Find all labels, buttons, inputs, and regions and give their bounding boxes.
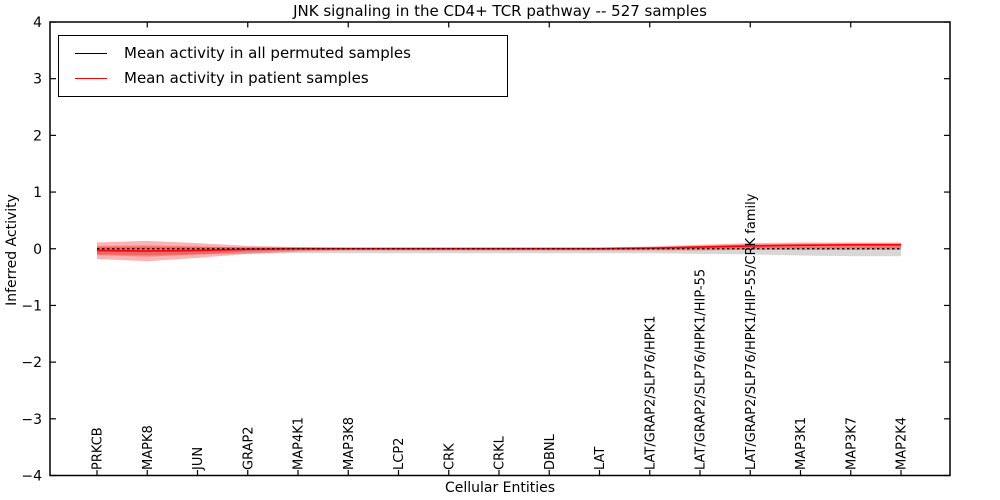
- y-tick-label: −1: [21, 298, 42, 314]
- x-tick-label: LAT: [593, 447, 608, 470]
- y-tick-label: 0: [33, 242, 42, 258]
- x-tick-label: GRAP2: [241, 426, 256, 470]
- x-tick-label: MAP3K8: [342, 417, 357, 470]
- legend-label-patient: Mean activity in patient samples: [124, 69, 369, 87]
- x-tick-label: LAT/GRAP2/SLP76/HPK1: [643, 316, 658, 470]
- x-tick-label: CRKL: [493, 435, 508, 470]
- legend: Mean activity in all permuted samples Me…: [58, 35, 508, 97]
- y-tick-label: 3: [33, 72, 42, 88]
- x-tick-label: DBNL: [543, 433, 558, 470]
- permuted-line-sample: [75, 53, 107, 54]
- x-tick-label: JUN: [191, 447, 206, 471]
- chart-title: JNK signaling in the CD4+ TCR pathway --…: [293, 2, 707, 20]
- x-tick-label: PRKCB: [91, 427, 106, 470]
- legend-entry-patient: Mean activity in patient samples: [59, 71, 507, 86]
- y-tick-label: 2: [33, 128, 42, 144]
- x-tick-label: MAPK8: [141, 425, 156, 470]
- patient-line-sample: [75, 78, 107, 79]
- y-tick-label: 1: [33, 185, 42, 201]
- x-tick-label: MAP2K4: [895, 417, 910, 470]
- x-tick-label: MAP3K1: [794, 417, 809, 470]
- x-tick-label: LCP2: [392, 438, 407, 470]
- x-tick-label: MAP4K1: [292, 417, 307, 470]
- x-tick-label: LAT/GRAP2/SLP76/HPK1/HIP-55: [694, 269, 709, 470]
- x-tick-label: MAP3K7: [844, 417, 859, 470]
- y-tick-label: −3: [21, 412, 42, 428]
- y-tick-label: −2: [21, 355, 42, 371]
- legend-entry-permuted: Mean activity in all permuted samples: [59, 46, 507, 61]
- x-tick-label: CRK: [442, 443, 457, 470]
- patient-band: [97, 240, 901, 262]
- x-axis-label: Cellular Entities: [444, 480, 556, 496]
- x-tick-label: LAT/GRAP2/SLP76/HPK1/HIP-55/CRK family: [744, 193, 759, 470]
- legend-label-permuted: Mean activity in all permuted samples: [124, 44, 411, 62]
- y-tick-label: 4: [33, 15, 42, 31]
- y-tick-label: −4: [21, 469, 42, 485]
